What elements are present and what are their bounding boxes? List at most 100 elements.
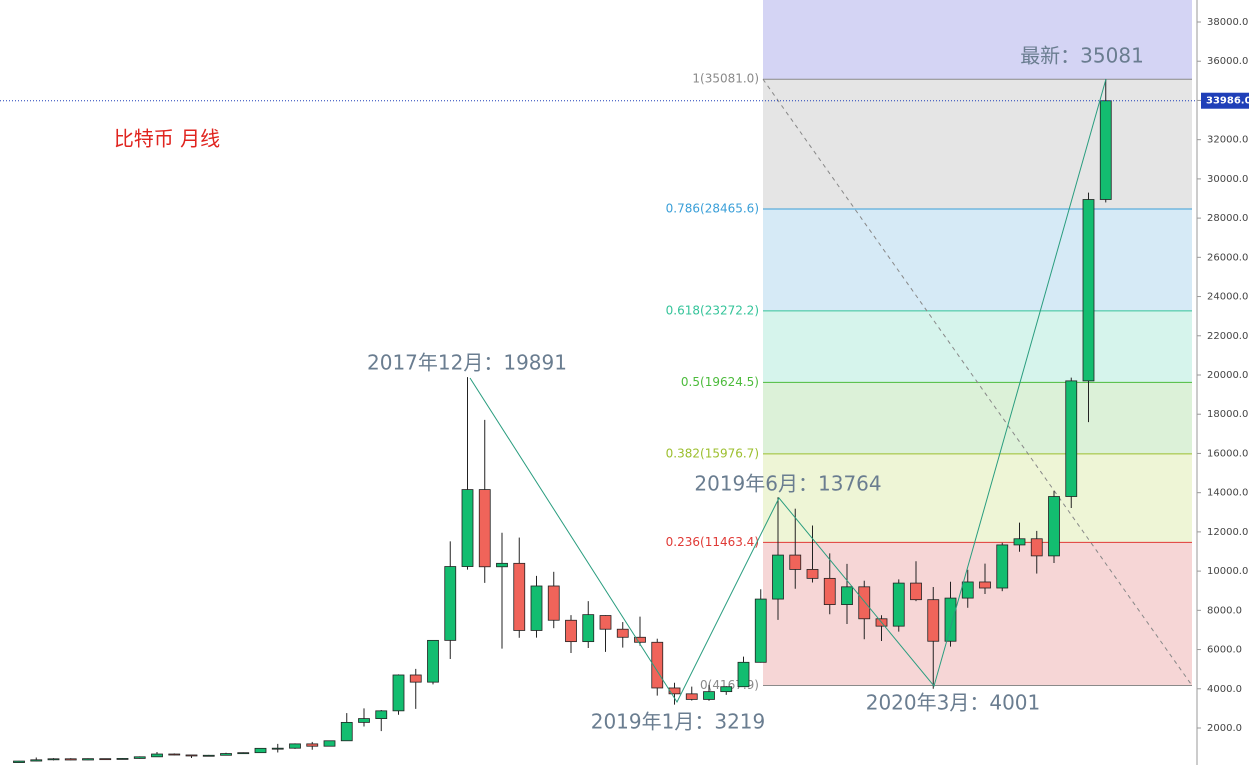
fib-diagonal [762,78,1193,686]
zigzag [469,78,1107,704]
candle-body [823,577,836,605]
candle-body [289,743,301,749]
candle-body [1065,380,1078,497]
candle-body [634,636,646,643]
candle-body [30,759,43,762]
annotation: 2017年12月：19891 [367,351,567,375]
y-tick-label: 22000.0 [1207,331,1248,342]
candle-body [513,562,526,631]
candle-body [99,758,112,761]
candle-body [271,747,284,750]
fib-band [763,382,1192,454]
candle-body [582,614,595,643]
candle-body [944,597,957,642]
candle-body [340,721,353,742]
candle-body [461,489,474,567]
fib-label: 0.236(11463.4) [666,535,759,549]
fib-band [763,542,1192,686]
candle-body [858,586,871,620]
candle-body [202,754,215,757]
candle-body [220,753,232,756]
candle-body [13,760,25,763]
fib-label: 0.618(23272.2) [666,303,759,317]
candle-body [409,674,422,683]
candle-body [703,691,715,700]
y-tick-label: 6000.0 [1207,645,1242,656]
candle-body [185,754,198,757]
y-tick-label: 16000.0 [1207,448,1248,459]
y-tick-label: 4000.0 [1207,684,1242,695]
candle-body [496,562,508,568]
annotation: 2019年1月：3219 [591,710,766,734]
fib-band [763,0,1192,80]
candle-body [358,718,370,723]
candle-body [306,743,319,747]
annotation: 2019年6月：13764 [694,472,881,496]
y-tick-label: 12000.0 [1207,527,1248,538]
candle-body [616,628,629,638]
fib-label: 1(35081.0) [692,72,759,86]
candle-body [720,686,733,693]
candle-body [565,619,577,643]
y-tick-label: 14000.0 [1207,488,1248,499]
candle-body [254,747,267,754]
candle-body [1013,538,1026,546]
candle-body [323,740,336,747]
candle-body [892,582,905,627]
y-tick-label: 28000.0 [1207,213,1248,224]
candle-body [599,615,612,630]
fib-label: 0.382(15976.7) [666,446,759,460]
annotation: 2020年3月：4001 [866,691,1041,715]
candle-body [979,581,991,589]
candle-body [1099,100,1112,200]
candle-body [806,569,819,579]
candle-body [133,756,146,759]
candle-body [789,554,802,570]
fib-label: 0.5(19624.5) [681,375,759,389]
y-tick-label: 38000.0 [1207,17,1248,28]
candle-body [64,758,77,761]
fib-band [763,208,1192,311]
last-price-box [1201,92,1249,109]
fib-bands: 1(35081.0) 0.786(28465.6) 0.618(23272.2) 0.… [666,0,1193,692]
candle-body [1030,538,1043,557]
fib-band [763,79,1192,209]
y-tick-label: 24000.0 [1207,292,1248,303]
y-tick-label: 26000.0 [1207,252,1248,263]
y-tick-label: 8000.0 [1207,605,1242,616]
candle-body [478,489,491,568]
candle-body [1082,199,1095,382]
candle-body [841,586,853,605]
annotation: 最新：35081 [1020,44,1144,68]
candle-body [668,687,681,695]
candle-body [375,710,388,719]
candle-body [651,641,664,689]
candle-body [444,566,457,641]
y-tick-label: 2000.0 [1207,723,1242,734]
fib-label: 0.786(28465.6) [666,201,759,215]
chart-title: 比特币 月线 [114,127,220,151]
candle-body [47,758,60,761]
fib-band [763,453,1192,543]
y-tick-label: 18000.0 [1207,409,1248,420]
y-tick-label: 32000.0 [1207,135,1248,146]
candle-body [961,581,974,599]
candle-body [168,753,181,756]
candle-body [427,639,439,683]
plot [13,79,1112,763]
y-tick-label: 10000.0 [1207,566,1248,577]
candle-body [996,544,1009,589]
fib-band [763,310,1192,383]
candle-body [392,674,405,712]
candle-body [737,661,750,688]
candle-body [82,758,94,761]
candle-body [151,753,163,758]
candle-body [685,693,698,700]
candle-body [772,554,784,600]
y-tick-label: 30000.0 [1207,174,1248,185]
candle-body [927,599,940,642]
candle-body [237,752,250,755]
candle-body [547,585,560,621]
candle-body [530,585,543,631]
